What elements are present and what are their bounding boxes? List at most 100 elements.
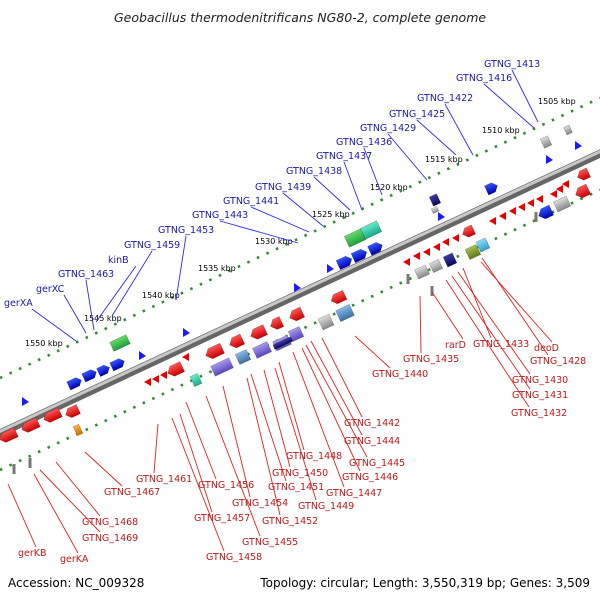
reverse-gene-feature[interactable] xyxy=(268,316,285,331)
reverse-gene-label[interactable]: GTNG_1435 xyxy=(403,354,459,365)
reverse-gene-feature[interactable] xyxy=(287,326,305,342)
forward-gene-feature[interactable] xyxy=(539,135,553,149)
reverse-gene-feature[interactable] xyxy=(204,342,225,361)
reverse-gene-label[interactable]: GTNG_1451 xyxy=(268,482,324,493)
reverse-gene-label[interactable]: GTNG_1444 xyxy=(344,436,400,447)
reverse-gene-feature[interactable] xyxy=(414,264,430,280)
reverse-gene-feature[interactable] xyxy=(248,324,268,342)
reverse-gene-label[interactable]: GTNG_1461 xyxy=(136,474,192,485)
reverse-gene-label[interactable]: GTNG_1452 xyxy=(262,516,318,527)
reverse-orf-marker[interactable] xyxy=(499,212,506,220)
reverse-gene-label[interactable]: rarD xyxy=(445,340,466,351)
forward-gene-feature[interactable] xyxy=(81,368,98,383)
reverse-gene-feature[interactable] xyxy=(335,304,355,322)
forward-gene-label[interactable]: GTNG_1459 xyxy=(124,240,180,251)
forward-gene-feature[interactable] xyxy=(96,363,112,377)
forward-orf-marker[interactable] xyxy=(546,155,553,164)
reverse-gene-label[interactable]: GTNG_1450 xyxy=(272,468,328,479)
reverse-gene-label[interactable]: GTNG_1433 xyxy=(473,339,529,350)
reverse-gene-feature[interactable] xyxy=(536,204,555,221)
small-feature-marker[interactable] xyxy=(406,274,410,284)
forward-orf-marker[interactable] xyxy=(575,141,582,150)
reverse-gene-feature[interactable] xyxy=(287,306,306,323)
forward-gene-label[interactable]: GTNG_1422 xyxy=(417,93,473,104)
forward-gene-label[interactable]: GTNG_1453 xyxy=(158,225,214,236)
forward-gene-feature[interactable] xyxy=(563,124,573,136)
forward-gene-label[interactable]: GTNG_1413 xyxy=(484,59,540,70)
reverse-orf-marker[interactable] xyxy=(489,217,496,225)
reverse-gene-label[interactable]: GTNG_1458 xyxy=(206,552,262,563)
reverse-orf-marker[interactable] xyxy=(144,378,151,386)
reverse-gene-feature[interactable] xyxy=(460,224,476,239)
reverse-gene-label[interactable]: GTNG_1449 xyxy=(298,501,354,512)
reverse-gene-label[interactable]: GTNG_1445 xyxy=(349,458,405,469)
forward-gene-feature[interactable] xyxy=(428,193,442,207)
reverse-gene-feature[interactable] xyxy=(165,361,185,379)
forward-gene-feature[interactable] xyxy=(335,254,354,271)
reverse-gene-feature[interactable] xyxy=(442,252,458,268)
forward-gene-feature[interactable] xyxy=(66,376,83,391)
forward-gene-label[interactable]: GTNG_1429 xyxy=(360,123,416,134)
reverse-gene-feature[interactable] xyxy=(42,407,63,425)
reverse-orf-marker[interactable] xyxy=(550,190,557,198)
reverse-gene-feature[interactable] xyxy=(317,313,335,331)
reverse-gene-feature[interactable] xyxy=(0,427,19,445)
reverse-orf-marker[interactable] xyxy=(182,353,189,361)
reverse-orf-marker[interactable] xyxy=(423,248,430,256)
reverse-gene-feature[interactable] xyxy=(429,259,443,273)
reverse-gene-label[interactable]: GTNG_1447 xyxy=(326,488,382,499)
reverse-gene-label[interactable]: GTNG_1454 xyxy=(232,498,288,509)
reverse-gene-feature[interactable] xyxy=(475,237,491,253)
reverse-gene-feature[interactable] xyxy=(210,357,234,377)
reverse-gene-label[interactable]: GTNG_1467 xyxy=(104,487,160,498)
reverse-gene-feature[interactable] xyxy=(227,333,246,350)
forward-gene-label[interactable]: GTNG_1438 xyxy=(286,166,342,177)
forward-orf-marker[interactable] xyxy=(22,397,29,406)
forward-gene-feature[interactable] xyxy=(109,334,131,352)
forward-gene-feature[interactable] xyxy=(359,220,383,240)
reverse-orf-marker[interactable] xyxy=(556,185,563,193)
reverse-gene-label[interactable]: gerKB xyxy=(18,548,47,559)
reverse-orf-marker[interactable] xyxy=(527,199,534,207)
reverse-orf-marker[interactable] xyxy=(562,180,569,188)
reverse-orf-marker[interactable] xyxy=(152,375,159,383)
forward-gene-label[interactable]: gerXA xyxy=(4,298,33,309)
small-feature-marker[interactable] xyxy=(12,464,16,474)
reverse-gene-feature[interactable] xyxy=(64,404,81,420)
forward-gene-feature[interactable] xyxy=(367,241,385,256)
reverse-gene-feature[interactable] xyxy=(573,183,592,200)
reverse-gene-feature[interactable] xyxy=(234,349,252,365)
forward-gene-label[interactable]: GTNG_1463 xyxy=(58,269,114,280)
small-feature-marker[interactable] xyxy=(28,458,32,468)
reverse-gene-label[interactable]: GTNG_1469 xyxy=(82,533,138,544)
reverse-gene-label[interactable]: deoD xyxy=(534,343,559,354)
reverse-gene-label[interactable]: GTNG_1457 xyxy=(194,513,250,524)
forward-orf-marker[interactable] xyxy=(183,328,190,337)
forward-orf-marker[interactable] xyxy=(327,264,334,273)
reverse-gene-feature[interactable] xyxy=(189,372,203,388)
forward-gene-label[interactable]: GTNG_1436 xyxy=(336,137,392,148)
reverse-orf-marker[interactable] xyxy=(433,243,440,251)
reverse-gene-label[interactable]: GTNG_1428 xyxy=(530,356,586,367)
reverse-gene-label[interactable]: GTNG_1468 xyxy=(82,517,138,528)
forward-gene-feature[interactable] xyxy=(350,247,369,264)
reverse-gene-label[interactable]: GTNG_1431 xyxy=(512,390,568,401)
forward-gene-feature[interactable] xyxy=(343,228,367,248)
forward-orf-marker[interactable] xyxy=(294,283,301,292)
reverse-gene-label[interactable]: GTNG_1440 xyxy=(372,369,428,380)
reverse-gene-feature[interactable] xyxy=(575,167,591,182)
reverse-gene-feature[interactable] xyxy=(464,244,482,260)
reverse-gene-label[interactable]: GTNG_1446 xyxy=(342,472,398,483)
forward-orf-marker[interactable] xyxy=(139,351,146,360)
reverse-gene-feature[interactable] xyxy=(252,341,272,359)
reverse-gene-label[interactable]: GTNG_1432 xyxy=(511,408,567,419)
forward-gene-feature[interactable] xyxy=(430,206,440,214)
reverse-gene-feature[interactable] xyxy=(552,195,572,213)
forward-gene-feature[interactable] xyxy=(484,181,499,196)
reverse-orf-marker[interactable] xyxy=(442,238,449,246)
reverse-gene-feature[interactable] xyxy=(72,423,84,437)
reverse-orf-marker[interactable] xyxy=(536,195,543,203)
small-feature-marker[interactable] xyxy=(430,286,434,296)
reverse-orf-marker[interactable] xyxy=(160,371,167,379)
